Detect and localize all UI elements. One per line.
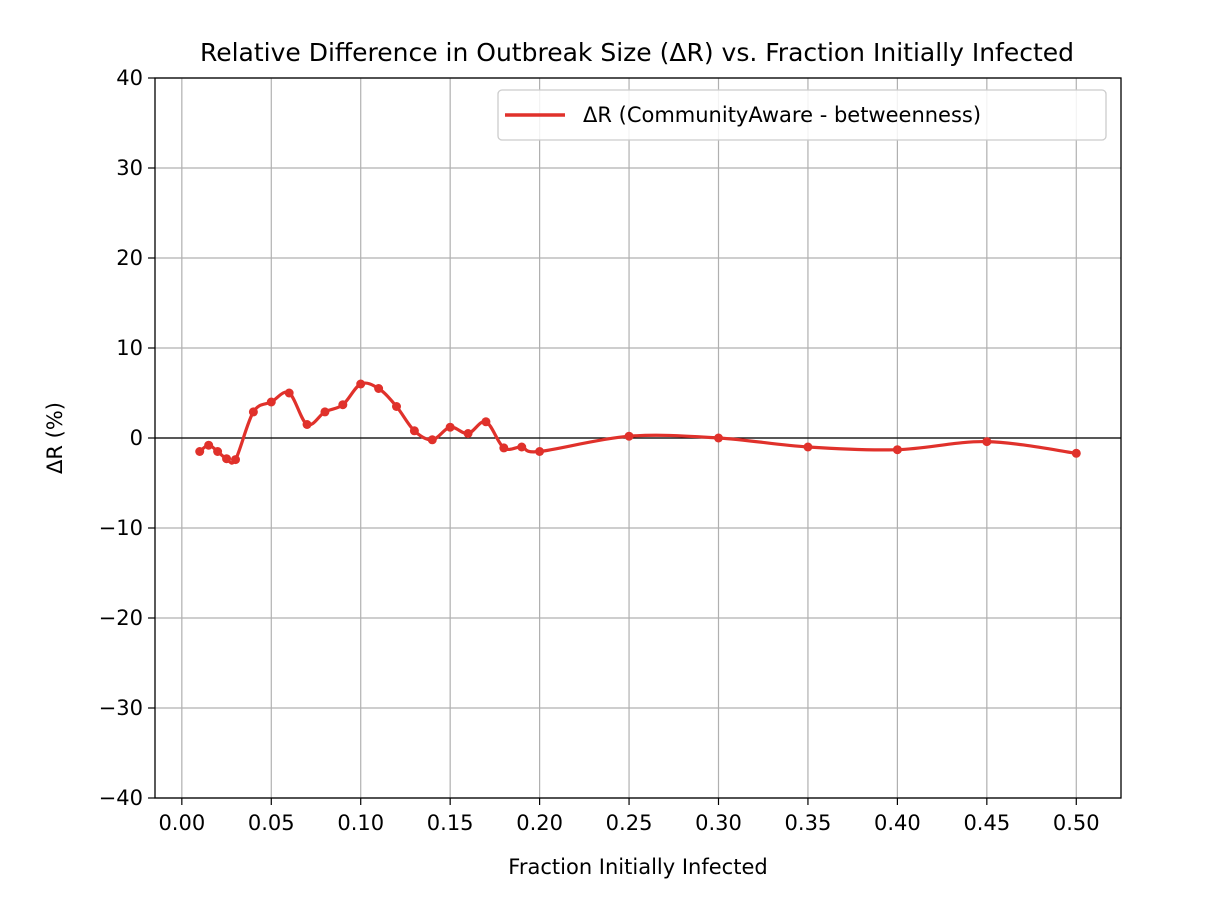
x-tick-label: 0.10	[337, 811, 384, 835]
y-tick-label: −40	[99, 786, 143, 810]
data-point	[392, 402, 401, 411]
data-point	[338, 400, 348, 410]
data-point	[463, 429, 473, 438]
x-tick-label: 0.50	[1053, 811, 1100, 835]
data-point	[499, 443, 509, 453]
data-point	[248, 407, 258, 417]
x-tick-label: 0.30	[695, 811, 742, 835]
y-tick-label: 20	[116, 246, 143, 270]
data-point	[714, 433, 723, 443]
data-point	[803, 442, 813, 452]
y-tick-label: −10	[99, 516, 143, 540]
data-point	[982, 437, 992, 447]
data-point	[445, 422, 455, 432]
data-point	[427, 435, 437, 445]
x-tick-label: 0.35	[785, 811, 832, 835]
legend-box	[497, 89, 1107, 141]
y-tick-label: −30	[99, 696, 143, 720]
legend-label: ΔR (CommunityAware - betweenness)	[583, 103, 981, 127]
data-point	[1071, 448, 1081, 458]
y-tick-label: −20	[99, 606, 143, 630]
y-tick-label: 40	[116, 66, 143, 90]
y-tick-label: 0	[130, 426, 143, 450]
y-axis-label: ΔR (%)	[43, 402, 67, 474]
x-tick-label: 0.45	[963, 811, 1010, 835]
legend: ΔR (CommunityAware - betweenness)	[497, 89, 1107, 141]
x-tick-label: 0.15	[427, 811, 474, 835]
y-tick-label: 30	[116, 156, 143, 180]
data-point	[222, 454, 232, 464]
x-tick-label: 0.25	[606, 811, 653, 835]
data-point	[266, 397, 276, 407]
data-point	[204, 440, 214, 450]
chart-title: Relative Difference in Outbreak Size (ΔR…	[200, 38, 1074, 67]
series-group	[195, 379, 1081, 465]
data-point	[320, 407, 330, 417]
data-point	[892, 445, 902, 455]
data-point	[231, 455, 240, 465]
x-tick-label: 0.00	[158, 811, 205, 835]
data-point	[284, 388, 294, 398]
x-tick-label: 0.40	[874, 811, 921, 835]
data-point	[195, 447, 205, 456]
x-axis-label: Fraction Initially Infected	[508, 855, 767, 879]
x-tick-label: 0.05	[248, 811, 295, 835]
data-point	[213, 447, 223, 456]
data-point	[409, 426, 419, 436]
x-tick-label: 0.20	[516, 811, 563, 835]
data-point	[517, 442, 527, 452]
data-point	[535, 447, 545, 456]
y-axis: −40 −30 −20 −10 0 10 20 30 40	[99, 66, 155, 810]
data-point	[302, 420, 312, 429]
data-point	[374, 384, 384, 393]
y-tick-label: 10	[116, 336, 143, 360]
data-point	[356, 379, 366, 389]
data-point	[624, 431, 634, 441]
x-axis: 0.00 0.05 0.10 0.15 0.20 0.25 0.30 0.35 0.40 0.45…	[158, 798, 1100, 835]
data-point	[481, 417, 491, 427]
